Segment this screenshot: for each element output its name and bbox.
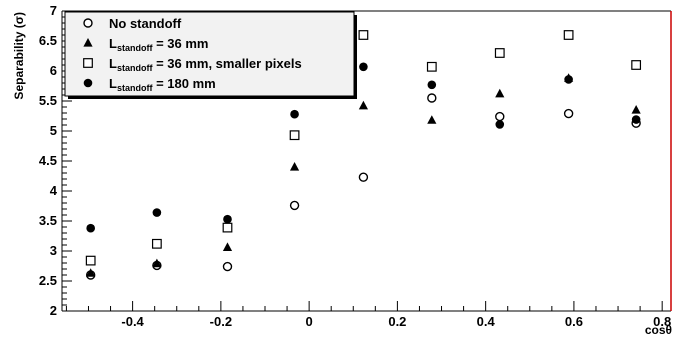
- data-point-open-circle: [495, 111, 505, 122]
- data-point-open-square: [563, 30, 574, 40]
- data-point-open-square: [494, 48, 505, 58]
- data-point-filled-circle: [359, 62, 368, 72]
- y-tick-label: 4: [50, 183, 58, 198]
- data-point-open-circle: [358, 172, 369, 182]
- y-axis-label: Separability (σ): [12, 12, 26, 100]
- data-point-open-square: [358, 30, 369, 40]
- data-points: [85, 30, 642, 280]
- data-point-filled-triangle: [152, 258, 162, 268]
- data-point-filled-circle: [495, 120, 505, 129]
- legend-marker-filled-circle: [83, 78, 93, 88]
- data-point-open-square: [289, 130, 300, 141]
- data-point-filled-circle: [290, 109, 299, 119]
- data-point-filled-circle: [631, 115, 641, 124]
- data-point-filled-circle: [152, 208, 162, 217]
- y-tick-label: 5.5: [39, 93, 57, 108]
- y-tick-label: 3: [50, 243, 57, 258]
- data-point-filled-triangle: [631, 105, 641, 114]
- data-point-filled-triangle: [358, 100, 369, 110]
- y-tick-label: 4.5: [39, 153, 57, 168]
- x-tick-label: 0.2: [388, 314, 406, 329]
- data-point-open-square: [426, 61, 437, 72]
- y-tick-label: 3.5: [39, 213, 57, 228]
- data-point-open-square: [222, 222, 233, 233]
- y-tick-label: 6.5: [39, 33, 57, 48]
- data-point-filled-triangle: [427, 115, 437, 124]
- x-tick-label: 0: [306, 314, 313, 329]
- y-tick-label: 7: [50, 3, 57, 18]
- legend-entry-label: No standoff: [109, 16, 182, 31]
- legend-entry-label: Lstandoff = 180 mm: [109, 76, 216, 93]
- data-point-filled-circle: [86, 223, 95, 233]
- x-axis-label: cosθ: [645, 323, 672, 337]
- data-point-open-square: [151, 238, 162, 249]
- legend-box: [64, 11, 355, 97]
- legend: No standoff Lstandoff = 36 mm Lstandoff = …: [64, 11, 357, 99]
- data-point-open-square: [85, 255, 96, 266]
- data-point-filled-circle: [427, 80, 437, 90]
- data-point-filled-triangle: [222, 242, 233, 251]
- legend-marker-filled-triangle: [83, 38, 93, 47]
- data-point-open-circle: [289, 200, 300, 211]
- axis-ticks: 2 2.5 3 3.5 4 4.5 5 5.5 6 6.5 7 -0.4 -0.2 0 0.2 0.4 0.6 0…: [39, 3, 671, 329]
- data-point-open-circle: [427, 93, 437, 103]
- x-tick-label: -0.4: [121, 314, 144, 329]
- y-tick-label: 6: [50, 63, 57, 78]
- data-point-filled-triangle: [495, 88, 505, 98]
- x-tick-label: -0.2: [210, 314, 232, 329]
- data-point-open-circle: [222, 261, 233, 272]
- y-tick-label: 2.5: [39, 273, 57, 288]
- data-point-open-circle: [563, 108, 574, 119]
- y-tick-label: 2: [50, 303, 57, 318]
- legend-entry-label: Lstandoff = 36 mm: [109, 36, 208, 53]
- data-point-open-square: [631, 60, 642, 70]
- data-point-filled-triangle: [86, 268, 96, 277]
- y-tick-label: 5: [50, 123, 57, 138]
- legend-entry-label: Lstandoff = 36 mm, smaller pixels: [109, 56, 302, 73]
- data-point-filled-triangle: [289, 162, 300, 171]
- legend-marker-open-circle: [83, 18, 93, 28]
- x-tick-label: 0.6: [565, 314, 583, 329]
- x-tick-label: 0.4: [477, 314, 496, 329]
- x-tick-label: 0.8: [653, 314, 671, 329]
- legend-marker-open-square: [83, 58, 93, 68]
- data-point-filled-circle: [564, 75, 573, 84]
- data-point-filled-circle: [223, 214, 232, 224]
